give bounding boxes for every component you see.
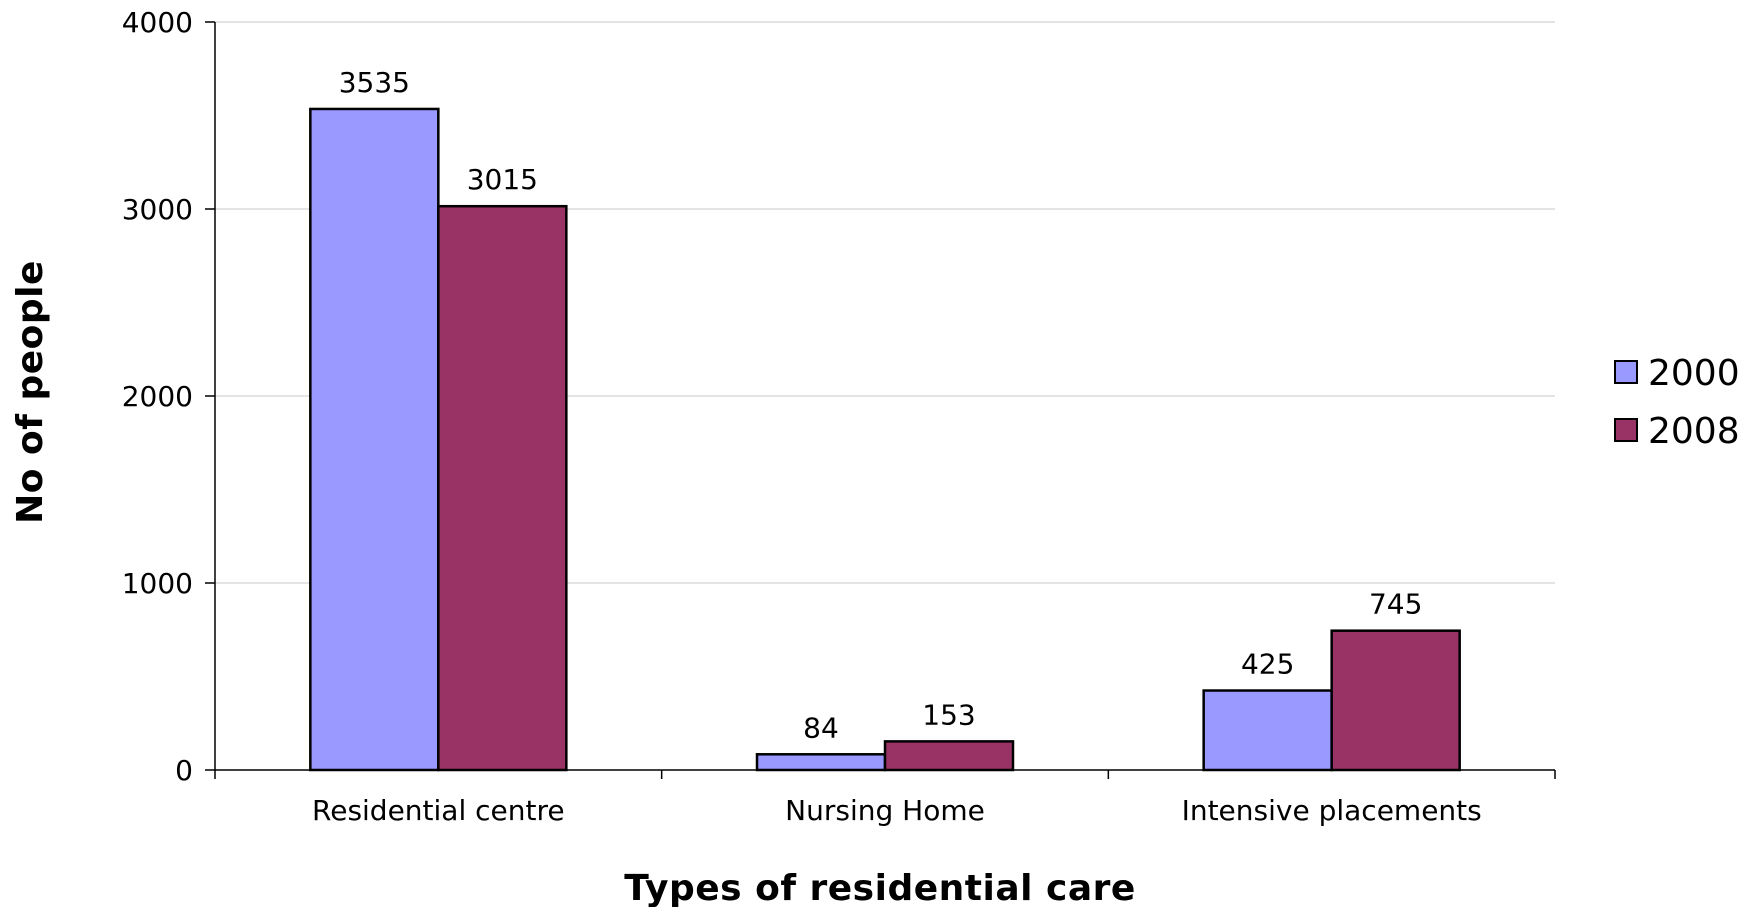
y-axis-title: No of people xyxy=(10,260,51,524)
bar-value-label: 153 xyxy=(922,698,975,731)
bar xyxy=(1330,629,1461,772)
x-axis-title: Types of residential care xyxy=(624,868,1136,907)
bar-value-label: 745 xyxy=(1369,588,1422,621)
data-labels: 3535 3015 84 153 425 745 xyxy=(339,66,1423,744)
bar-value-label: 425 xyxy=(1241,648,1294,681)
bar xyxy=(1202,689,1333,772)
bar xyxy=(437,204,568,772)
x-category-label: Residential centre xyxy=(312,794,565,827)
legend: 2000 2008 xyxy=(1614,353,1740,452)
legend-swatch xyxy=(1614,418,1638,442)
y-tick-label: 1000 xyxy=(122,567,193,600)
y-tick-label: 2000 xyxy=(122,380,193,413)
bar-value-label: 3015 xyxy=(467,163,538,196)
bar-value-label: 3535 xyxy=(339,66,410,99)
legend-label: 2000 xyxy=(1648,353,1740,394)
y-tick-label: 0 xyxy=(175,754,193,787)
y-tick-label: 3000 xyxy=(122,193,193,226)
y-tick-label: 4000 xyxy=(122,6,193,39)
axes: 0 1000 2000 3000 4000 Residential centre Nursi… xyxy=(122,6,1556,827)
bar-value-label: 84 xyxy=(803,711,839,744)
bar xyxy=(755,753,887,772)
x-category-label: Intensive placements xyxy=(1182,794,1482,827)
bar xyxy=(309,107,440,772)
legend-label: 2008 xyxy=(1648,411,1740,452)
x-category-label: Nursing Home xyxy=(785,794,985,827)
legend-swatch xyxy=(1614,360,1638,384)
bar xyxy=(883,740,1015,772)
